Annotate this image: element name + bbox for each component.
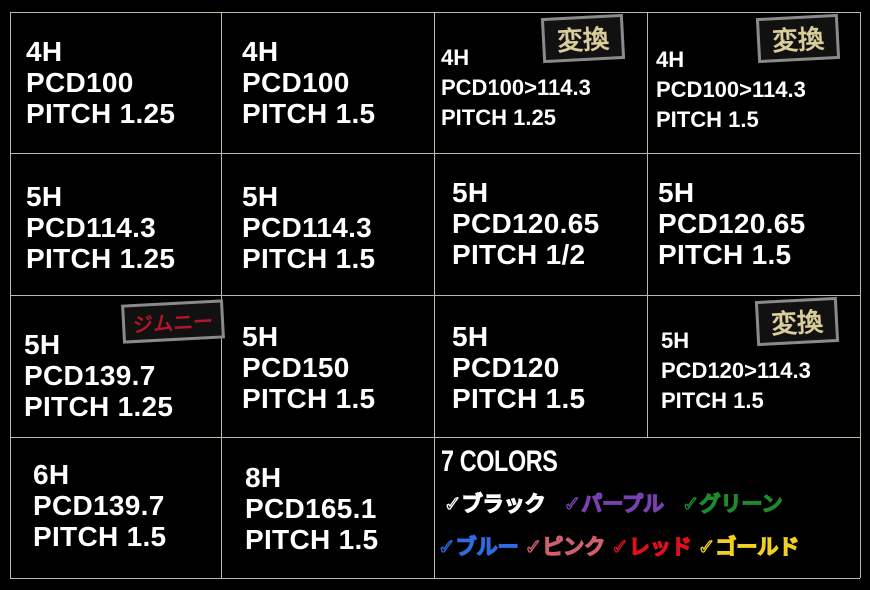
wheel-spec-cell: 5H PCD114.3 PITCH 1.25 xyxy=(26,181,175,274)
color-row: ✓ブルー ✓ピンク ✓レッド ✓ゴールド xyxy=(437,531,800,561)
thread-pitch: PITCH 1.5 xyxy=(658,239,792,270)
thread-pitch: PITCH 1.25 xyxy=(26,243,176,274)
thread-pitch: PITCH 1/2 xyxy=(452,239,586,270)
hole-count: 5H xyxy=(242,321,279,352)
pcd-value: PCD100 xyxy=(26,67,134,98)
wheel-spec-cell: 5H PCD150 PITCH 1.5 xyxy=(242,321,375,414)
thread-pitch: PITCH 1.5 xyxy=(661,388,764,413)
colors-title: 7 COLORS xyxy=(441,445,558,478)
wheel-spec-cell: 6H PCD139.7 PITCH 1.5 xyxy=(33,459,166,552)
hole-count: 5H xyxy=(661,328,690,353)
hole-count: 5H xyxy=(26,181,63,212)
wheel-spec-cell: 4H PCD100 PITCH 1.5 xyxy=(242,36,375,129)
wheel-spec-cell: 5H PCD114.3 PITCH 1.5 xyxy=(242,181,375,274)
pcd-value: PCD150 xyxy=(242,352,350,383)
conversion-badge: 変換 xyxy=(755,13,841,64)
pcd-value: PCD120.65 xyxy=(452,208,600,239)
thread-pitch: PITCH 1.25 xyxy=(26,98,176,129)
hole-count: 4H xyxy=(656,47,685,72)
thread-pitch: PITCH 1.5 xyxy=(245,524,379,555)
grid-line xyxy=(10,153,860,154)
wheel-spec-cell: 4H PCD100>114.3 PITCH 1.5 xyxy=(656,45,806,135)
wheel-spec-cell: 5H PCD139.7 PITCH 1.25 xyxy=(24,329,173,422)
hole-count: 5H xyxy=(452,177,489,208)
color-option: ✓グリーン xyxy=(681,491,783,516)
hole-count: 4H xyxy=(441,45,470,70)
thread-pitch: PITCH 1.5 xyxy=(452,383,586,414)
thread-pitch: PITCH 1.25 xyxy=(24,391,174,422)
grid-line xyxy=(10,12,11,578)
conversion-badge: 変換 xyxy=(540,13,626,64)
thread-pitch: PITCH 1.5 xyxy=(242,383,376,414)
hole-count: 8H xyxy=(245,462,282,493)
grid-line xyxy=(10,578,860,579)
grid-line xyxy=(221,12,222,578)
jimny-badge: ジムニー xyxy=(121,299,225,344)
wheel-spec-cell: 5H PCD120.65 PITCH 1.5 xyxy=(658,177,805,270)
color-row: ✓ブラック ✓パープル ✓グリーン xyxy=(443,488,783,518)
color-option: ✓ピンク xyxy=(524,534,606,559)
thread-pitch: PITCH 1.5 xyxy=(33,521,167,552)
grid-line xyxy=(860,12,861,578)
grid-line xyxy=(10,295,860,296)
wheel-spec-cell: 4H PCD100>114.3 PITCH 1.25 xyxy=(441,43,591,133)
pcd-value: PCD120 xyxy=(452,352,560,383)
pcd-value: PCD120.65 xyxy=(658,208,806,239)
grid-line xyxy=(10,437,860,438)
pcd-value: PCD114.3 xyxy=(242,212,373,243)
thread-pitch: PITCH 1.5 xyxy=(242,98,376,129)
wheel-spec-cell: 4H PCD100 PITCH 1.25 xyxy=(26,36,175,129)
pcd-value: PCD114.3 xyxy=(26,212,157,243)
hole-count: 4H xyxy=(26,36,63,67)
pcd-value: PCD100>114.3 xyxy=(441,75,591,100)
wheel-spec-cell: 5H PCD120>114.3 PITCH 1.5 xyxy=(661,326,811,416)
hole-count: 5H xyxy=(24,329,61,360)
pcd-value: PCD100 xyxy=(242,67,350,98)
hole-count: 5H xyxy=(452,321,489,352)
color-option: ✓ブラック xyxy=(443,491,546,516)
wheel-spec-cell: 5H PCD120 PITCH 1.5 xyxy=(452,321,585,414)
thread-pitch: PITCH 1.5 xyxy=(242,243,376,274)
pcd-value: PCD139.7 xyxy=(33,490,165,521)
thread-pitch: PITCH 1.5 xyxy=(656,107,759,132)
conversion-badge: 変換 xyxy=(754,296,840,347)
pcd-value: PCD139.7 xyxy=(24,360,156,391)
wheel-spec-cell: 5H PCD120.65 PITCH 1/2 xyxy=(452,177,599,270)
color-option: ✓ブルー xyxy=(437,534,519,559)
pcd-value: PCD120>114.3 xyxy=(661,358,811,383)
hole-count: 4H xyxy=(242,36,279,67)
wheel-spec-cell: 8H PCD165.1 PITCH 1.5 xyxy=(245,462,378,555)
grid-line xyxy=(647,12,648,438)
color-option: ✓レッド xyxy=(611,534,693,559)
hole-count: 6H xyxy=(33,459,70,490)
pcd-value: PCD100>114.3 xyxy=(656,77,806,102)
grid-line xyxy=(434,12,435,578)
grid-line xyxy=(10,12,860,13)
color-option: ✓パープル xyxy=(563,491,665,516)
color-option: ✓ゴールド xyxy=(697,534,800,559)
pcd-value: PCD165.1 xyxy=(245,493,377,524)
thread-pitch: PITCH 1.25 xyxy=(441,105,556,130)
hole-count: 5H xyxy=(242,181,279,212)
hole-count: 5H xyxy=(658,177,695,208)
